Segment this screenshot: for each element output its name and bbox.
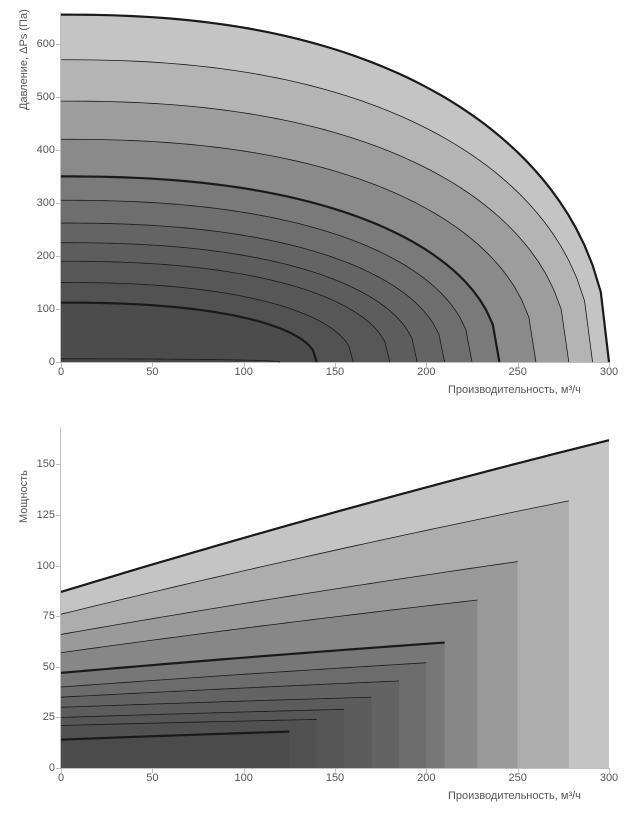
- x-tick-label: 300: [600, 366, 618, 378]
- chart2-ylabel: Мощность: [18, 470, 30, 523]
- chart1-plot-area: 0501001502002503000100200300400500600: [60, 12, 609, 363]
- y-tick-label: 300: [37, 197, 55, 209]
- y-tick-mark: [56, 616, 61, 617]
- y-tick-label: 100: [37, 303, 55, 315]
- y-tick-mark: [56, 768, 61, 769]
- x-tick-label: 50: [146, 772, 158, 784]
- x-tick-label: 50: [146, 366, 158, 378]
- x-tick-label: 250: [508, 772, 526, 784]
- y-tick-mark: [56, 667, 61, 668]
- pressure-chart: Давление, ΔPs (Па) 050100150200250300010…: [0, 12, 626, 410]
- y-tick-label: 0: [49, 356, 55, 368]
- y-tick-mark: [56, 717, 61, 718]
- y-tick-mark: [56, 309, 61, 310]
- x-tick-label: 100: [234, 366, 252, 378]
- page: Давление, ΔPs (Па) 050100150200250300010…: [0, 0, 626, 820]
- y-tick-label: 0: [49, 762, 55, 774]
- power-chart: Мощность 0501001502002503000255075100125…: [0, 428, 626, 816]
- y-tick-label: 600: [37, 38, 55, 50]
- y-tick-mark: [56, 44, 61, 45]
- x-tick-label: 150: [326, 366, 344, 378]
- x-tick-label: 250: [508, 366, 526, 378]
- x-tick-label: 200: [417, 366, 435, 378]
- x-tick-label: 0: [58, 772, 64, 784]
- chart1-xlabel: Производительность, м³/ч: [448, 384, 581, 396]
- y-tick-mark: [56, 150, 61, 151]
- x-tick-label: 300: [600, 772, 618, 784]
- x-tick-label: 100: [234, 772, 252, 784]
- chart2-svg: [61, 428, 609, 768]
- y-tick-mark: [56, 515, 61, 516]
- y-tick-mark: [56, 203, 61, 204]
- y-tick-label: 25: [43, 711, 55, 723]
- y-tick-label: 100: [37, 560, 55, 572]
- y-tick-mark: [56, 464, 61, 465]
- y-tick-mark: [56, 566, 61, 567]
- chart2-plot-area: 0501001502002503000255075100125150: [60, 428, 609, 769]
- x-tick-label: 200: [417, 772, 435, 784]
- chart1-svg: [61, 12, 609, 362]
- y-tick-label: 75: [43, 610, 55, 622]
- y-tick-label: 200: [37, 250, 55, 262]
- y-tick-mark: [56, 97, 61, 98]
- y-tick-label: 400: [37, 144, 55, 156]
- x-tick-label: 150: [326, 772, 344, 784]
- y-tick-label: 125: [37, 509, 55, 521]
- y-tick-mark: [56, 362, 61, 363]
- chart2-xlabel: Производительность, м³/ч: [448, 790, 581, 802]
- x-tick-label: 0: [58, 366, 64, 378]
- y-tick-label: 150: [37, 458, 55, 470]
- chart1-ylabel: Давление, ΔPs (Па): [18, 9, 30, 110]
- y-tick-label: 50: [43, 661, 55, 673]
- y-tick-label: 500: [37, 91, 55, 103]
- y-tick-mark: [56, 256, 61, 257]
